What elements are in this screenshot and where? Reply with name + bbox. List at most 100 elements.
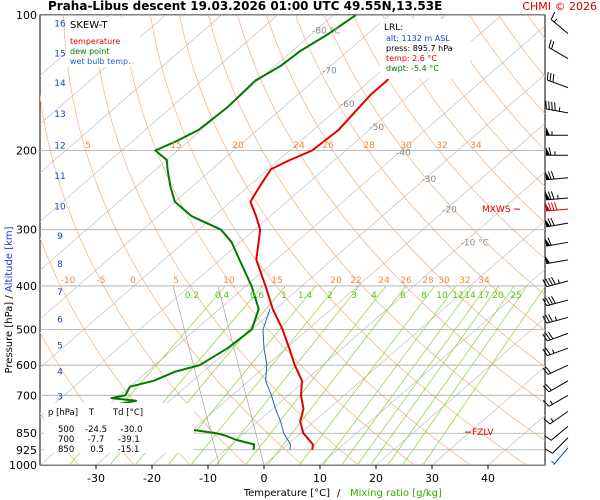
pressure-tick-label: 400 — [16, 280, 37, 293]
wind-barb-shaft — [548, 394, 569, 407]
wind-barb-feather — [547, 331, 554, 340]
wind-barb-feather — [542, 298, 548, 306]
wind-barb-feather — [550, 11, 556, 20]
wind-barb-shaft — [546, 280, 569, 288]
mixing-ratio-label: 25 — [510, 291, 521, 301]
mixing-ratio-label: 0.4 — [215, 291, 230, 301]
wind-barb — [544, 237, 569, 247]
wind-barb-shaft — [549, 410, 569, 425]
wind-barb-feather — [545, 314, 551, 323]
mixing-ratio-axis-label: Mixing ratio [g/kg] — [350, 488, 442, 499]
mixing-ratio-label: 12 — [452, 291, 463, 301]
wind-barb-feather — [542, 367, 549, 375]
wind-barb-feather — [550, 171, 555, 180]
wind-barb-pennant — [545, 171, 551, 180]
mixing-ratio-label: 14 — [464, 291, 476, 301]
wind-barb-shaft — [546, 299, 569, 307]
mixing-ratio-line — [356, 285, 487, 465]
wind-barb — [546, 127, 568, 136]
theta-label-mid: -5 — [97, 276, 106, 286]
wind-barb-feather — [548, 314, 553, 322]
wind-barb-feather — [548, 296, 553, 305]
mixing-ratio-label: 1 — [281, 291, 287, 301]
theta-label-mid: 10 — [223, 276, 235, 286]
wind-barb-shaft — [547, 79, 569, 89]
wind-barb-half — [553, 18, 558, 23]
wind-barb — [544, 425, 569, 441]
mixing-ratio-line — [341, 285, 473, 465]
wind-barb — [542, 276, 569, 288]
wind-barb-feather — [544, 435, 552, 441]
wind-barb-feather — [545, 448, 553, 454]
altitude-tick-label: 8 — [57, 260, 63, 270]
mixing-ratio-line — [422, 286, 545, 465]
wind-barb-shaft — [548, 380, 569, 393]
mixing-ratio-label: 3 — [351, 291, 357, 301]
mixing-ratio-line — [267, 285, 407, 465]
wind-barb-shaft — [547, 332, 569, 342]
wind-barb-feather — [547, 237, 552, 246]
plot-area — [39, 14, 546, 466]
pressure-tick-label: 925 — [16, 444, 37, 457]
altitude-tick-label: 5 — [57, 342, 63, 352]
wind-barb-shaft — [546, 316, 569, 324]
x-tick-label: 30 — [425, 472, 439, 485]
isotherm — [207, 171, 545, 465]
wind-barb-feather — [542, 279, 548, 287]
isotherm — [40, 15, 166, 125]
wind-barb-feather — [545, 366, 552, 374]
wind-barb-feather — [547, 202, 552, 211]
isotherm-label: -30 — [421, 175, 436, 185]
isotherm-label: -20 — [442, 206, 457, 216]
isotherm — [40, 15, 502, 417]
wind-barb-shaft — [553, 447, 569, 465]
wind-barb-feather — [545, 384, 552, 391]
theta-label-mid: 28 — [422, 276, 434, 286]
lrl-altitude: alt: 1132 m ASL — [386, 34, 450, 43]
wind-barb-feather — [550, 191, 555, 200]
lrl-box: LRL: alt: 1132 m ASL press: 895.7 hPa te… — [380, 19, 470, 79]
theta-label-top: 34 — [470, 141, 482, 151]
isotherm-label: -10 °C — [461, 238, 489, 248]
mixing-ratio-label: 20 — [492, 291, 504, 301]
x-axis-separator: / — [337, 488, 341, 499]
theta-label-mid: 22 — [350, 276, 361, 286]
wind-barb-feather — [542, 333, 548, 342]
theta-label-mid: 32 — [459, 276, 470, 286]
axes-layer: 1002003004005006007008509251000161514131… — [9, 9, 522, 485]
x-tick-label: -30 — [87, 472, 105, 485]
wind-barb-shaft — [550, 425, 569, 441]
wind-barb-feather — [545, 332, 551, 341]
isotherm — [40, 15, 278, 222]
table-header: p [hPa] T Td [°C] — [48, 408, 143, 418]
lrl-dewpoint: dwpt: -5.4 °C — [386, 64, 439, 73]
x-tick-label: -20 — [143, 472, 161, 485]
wind-barb-half — [551, 460, 555, 465]
dry-adiabat — [352, 15, 545, 260]
isotherm — [375, 317, 545, 465]
x-tick-label: 20 — [369, 472, 383, 485]
wind-barb-feather — [545, 100, 547, 110]
wind-barb — [546, 147, 568, 156]
dry-adiabat — [237, 15, 545, 404]
wind-barb-feather — [547, 218, 552, 227]
mixing-ratio-label: 2 — [327, 291, 333, 301]
altitude-tick-label: 16 — [54, 20, 66, 30]
pressure-tick-label: 850 — [16, 427, 37, 440]
wind-barb-pennant — [544, 255, 551, 264]
wind-barb-shaft — [546, 177, 569, 181]
wind-barb-feather — [553, 202, 558, 211]
legend-title: SKEW-T — [70, 20, 108, 31]
theta-label-top: 15 — [170, 141, 181, 151]
pressure-axis-label: Pressure [hPa] — [4, 302, 15, 374]
wind-barb-pennant — [544, 219, 551, 227]
legend-temperature: temperature — [70, 37, 120, 46]
y-axis-label: Pressure [hPa] / Altitude [km] — [4, 226, 15, 373]
wind-barb — [542, 380, 569, 393]
table-background — [44, 403, 194, 453]
wind-barb — [545, 100, 569, 114]
theta-label-top: 28 — [363, 141, 375, 151]
wind-barb-feather — [547, 171, 552, 180]
wind-barb-shaft — [546, 108, 569, 114]
wind-barb-feather — [548, 147, 552, 156]
